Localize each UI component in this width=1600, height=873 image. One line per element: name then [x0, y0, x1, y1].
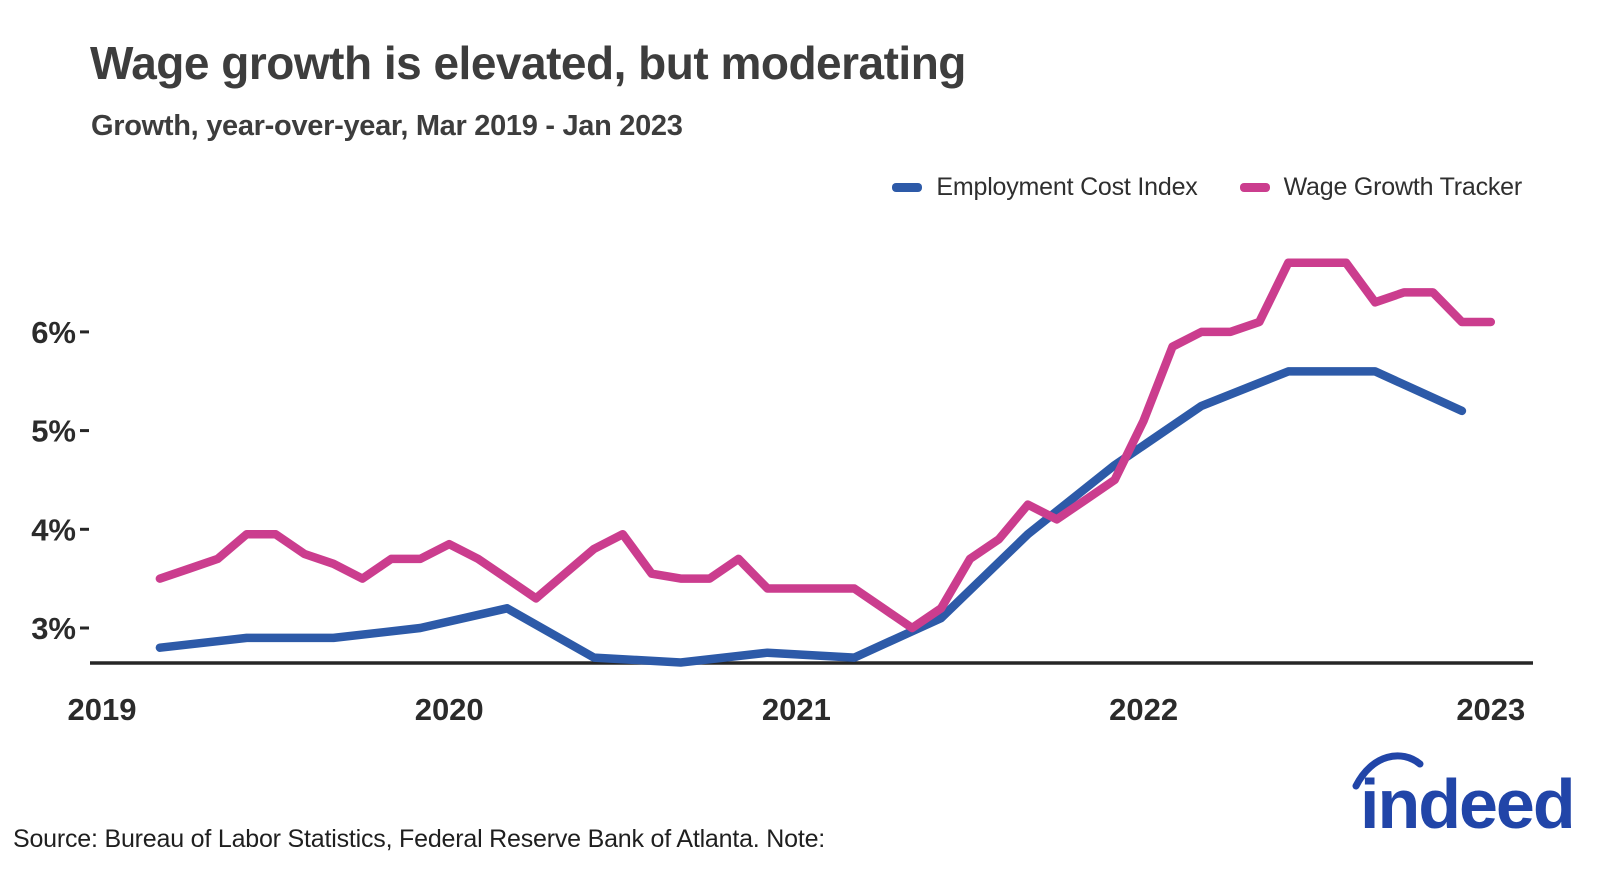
- source-note-line1: Source: Bureau of Labor Statistics, Fede…: [13, 825, 826, 853]
- legend: Employment Cost Index Wage Growth Tracke…: [892, 173, 1522, 202]
- x-tick-label: 2020: [415, 692, 484, 727]
- wage-growth-tracker-line: [155, 258, 1496, 633]
- wgt-legend-swatch: [1239, 183, 1270, 192]
- y-tick-label: 5%: [31, 414, 76, 449]
- indeed-logo: indeed: [1352, 752, 1572, 843]
- y-tick-label: 3%: [31, 611, 76, 646]
- indeed-logo-text: indeed: [1360, 765, 1572, 843]
- chart-subtitle: Growth, year-over-year, Mar 2019 - Jan 2…: [91, 110, 683, 142]
- x-tick-label: 2022: [1109, 692, 1178, 727]
- indeed-logo-arc-icon: [1352, 752, 1424, 790]
- x-tick-label: 2019: [68, 692, 137, 727]
- y-tick-label: 4%: [31, 512, 76, 547]
- y-tick-label: 6%: [31, 315, 76, 350]
- x-tick-label: 2023: [1456, 692, 1525, 727]
- x-tick-label: 2021: [762, 692, 831, 727]
- eci-legend-label: Employment Cost Index: [936, 173, 1198, 201]
- legend-item-wgt: Wage Growth Tracker: [1239, 173, 1523, 202]
- wgt-legend-label: Wage Growth Tracker: [1283, 173, 1523, 201]
- legend-item-eci: Employment Cost Index: [892, 173, 1198, 202]
- eci-legend-swatch: [892, 183, 923, 192]
- source-note: Source: Bureau of Labor Statistics, Fede…: [13, 762, 931, 873]
- page-title: Wage growth is elevated, but moderating: [90, 37, 966, 89]
- eci-line: [155, 367, 1467, 667]
